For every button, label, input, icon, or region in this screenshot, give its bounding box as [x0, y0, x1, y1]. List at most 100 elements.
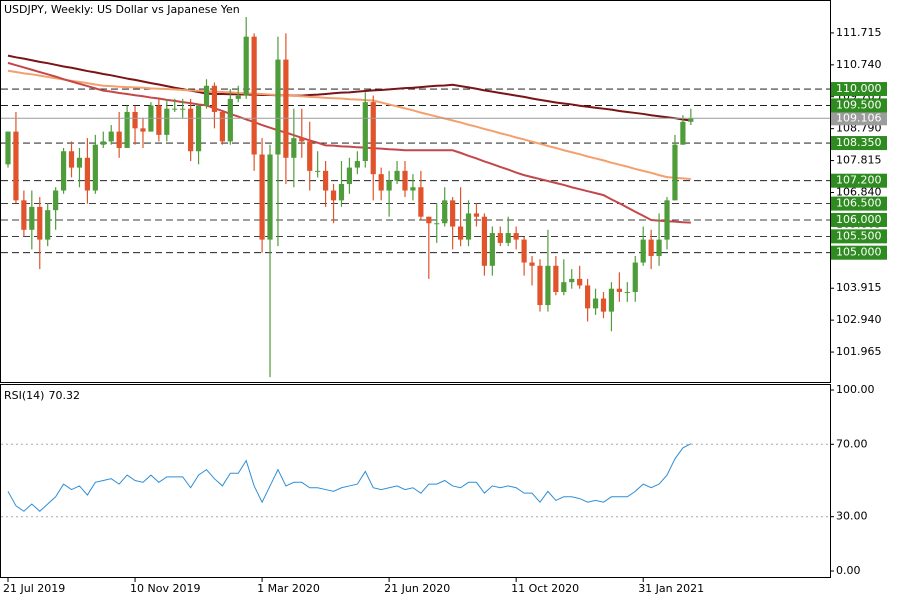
candle-body — [108, 131, 114, 142]
y-tick-label: 0.00 — [836, 564, 861, 577]
x-tick-label: 31 Jan 2021 — [638, 582, 704, 595]
level-box — [831, 98, 887, 113]
y-tick-label: 110.740 — [836, 58, 882, 71]
level-box — [831, 245, 887, 260]
candle-body — [132, 111, 138, 129]
candle-body — [632, 262, 638, 292]
candle-body — [180, 108, 186, 110]
moving-average — [7, 61, 691, 224]
candle-body — [410, 187, 416, 191]
candle-body — [211, 85, 218, 112]
level-label: 107.200 — [836, 174, 882, 187]
candle-body — [275, 59, 281, 155]
moving-average — [7, 69, 691, 181]
candle-body — [227, 98, 233, 142]
candle-body — [378, 174, 384, 191]
candle-body — [370, 102, 376, 175]
candle-body — [616, 288, 622, 292]
candle-body — [259, 154, 265, 240]
candle-body — [315, 170, 321, 172]
candle-body — [323, 170, 329, 191]
rsi-panel — [0, 384, 831, 578]
candle-body — [473, 213, 480, 217]
candle-body — [346, 167, 353, 184]
rsi-line — [7, 443, 692, 512]
candle-body — [585, 285, 591, 309]
candle-body — [656, 239, 662, 256]
candle-body — [426, 216, 432, 224]
candle-body — [307, 141, 313, 171]
candle-body — [29, 206, 35, 230]
candle-body — [624, 291, 630, 293]
candle-body — [489, 233, 495, 266]
candle-body — [291, 138, 297, 158]
candle-body — [553, 265, 559, 292]
candle-body — [76, 157, 83, 168]
candle-body — [481, 216, 487, 266]
candle-body — [608, 288, 615, 312]
candle-body — [172, 108, 178, 110]
moving-average — [7, 54, 691, 122]
current-price-box — [831, 111, 887, 126]
candle-body — [521, 239, 527, 263]
candle-body — [505, 233, 511, 243]
level-label: 108.350 — [836, 136, 882, 149]
x-tick-label: 21 Jul 2019 — [3, 582, 65, 595]
x-tick-label: 21 Jun 2020 — [384, 582, 450, 595]
candle-body — [513, 233, 519, 240]
indicator-value: 70.32 — [48, 389, 80, 402]
candle-body — [203, 85, 210, 106]
candle-body — [394, 170, 400, 181]
candle-body — [561, 282, 567, 292]
candle-body — [457, 226, 464, 240]
y-tick-label: 70.00 — [836, 437, 868, 450]
price-panel — [0, 0, 831, 383]
candle-body — [362, 102, 368, 162]
candle-body — [21, 200, 27, 230]
candle-body — [251, 36, 257, 155]
level-box — [831, 229, 887, 244]
candle-body — [354, 161, 360, 168]
y-tick-label: 103.915 — [836, 281, 882, 294]
candle-body — [243, 36, 249, 96]
candle-body — [680, 121, 686, 145]
x-tick-label: 1 Mar 2020 — [257, 582, 320, 595]
candle-body — [195, 105, 202, 152]
candle-body — [545, 265, 551, 306]
candle-body — [283, 59, 289, 158]
chart-title: USDJPY, Weekly: US Dollar vs Japanese Ye… — [4, 3, 240, 16]
y-tick-label: 102.940 — [836, 313, 882, 326]
level-label: 110.000 — [836, 82, 882, 95]
indicator-name: RSI(14) — [4, 389, 44, 402]
candle-body — [235, 95, 241, 99]
candle-body — [569, 278, 575, 283]
candle-body — [672, 144, 678, 201]
candle-body — [188, 108, 194, 152]
level-box — [831, 136, 887, 151]
level-box — [831, 196, 887, 211]
indicator-title: RSI(14) 70.32 — [4, 389, 80, 402]
candle-body — [434, 223, 440, 225]
y-tick-label: 107.815 — [836, 154, 882, 167]
y-tick-label: 111.715 — [836, 26, 882, 39]
candle-body — [267, 154, 273, 240]
candle-body — [53, 190, 59, 211]
candle-body — [537, 265, 543, 306]
y-tick-label: 30.00 — [836, 510, 868, 523]
candle-body — [92, 144, 98, 191]
candle-body — [45, 210, 51, 240]
y-tick-label: 100.00 — [836, 383, 875, 396]
candle-body — [497, 233, 503, 243]
candle-body — [37, 206, 43, 240]
level-label: 109.500 — [836, 98, 882, 111]
y-tick-label: 106.840 — [836, 185, 882, 198]
candle-body — [84, 157, 90, 191]
x-tick-label: 11 Oct 2020 — [511, 582, 579, 595]
candle-body — [60, 151, 67, 191]
candle-body — [529, 262, 535, 266]
candle-body — [592, 298, 599, 309]
y-tick-label: 101.965 — [836, 345, 882, 358]
candle-body — [640, 239, 646, 263]
level-label: 106.500 — [836, 197, 882, 210]
